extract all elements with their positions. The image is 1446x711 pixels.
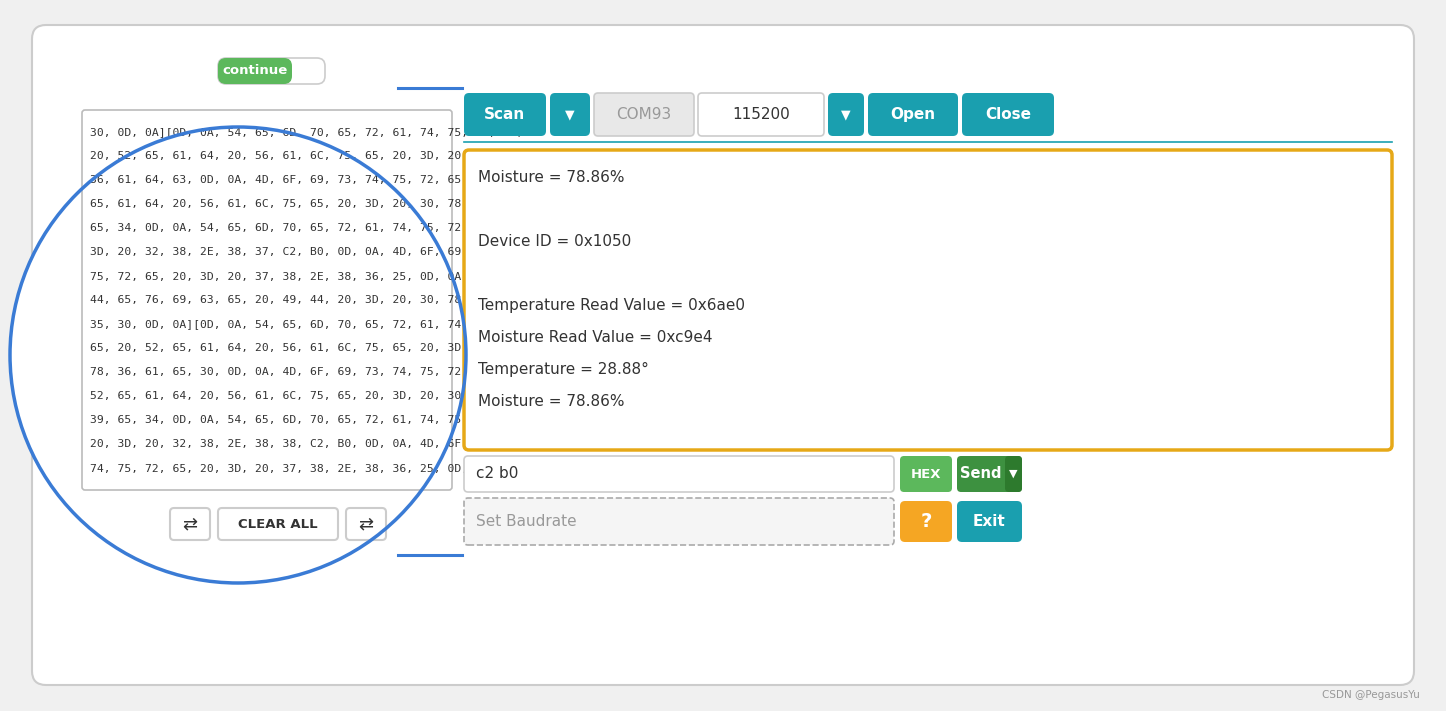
Text: 65, 20, 52, 65, 61, 64, 20, 56, 61, 6C, 75, 65, 20, 3D, 20, 30,: 65, 20, 52, 65, 61, 64, 20, 56, 61, 6C, …	[90, 343, 523, 353]
Text: 35, 30, 0D, 0A][0D, 0A, 54, 65, 6D, 70, 65, 72, 61, 74, 75, 72,: 35, 30, 0D, 0A][0D, 0A, 54, 65, 6D, 70, …	[90, 319, 523, 329]
Text: 65, 34, 0D, 0A, 54, 65, 6D, 70, 65, 72, 61, 74, 75, 72, 65, 20,: 65, 34, 0D, 0A, 54, 65, 6D, 70, 65, 72, …	[90, 223, 523, 233]
Text: 74, 75, 72, 65, 20, 3D, 20, 37, 38, 2E, 38, 36, 25, 0D, 0A]: 74, 75, 72, 65, 20, 3D, 20, 37, 38, 2E, …	[90, 463, 496, 473]
FancyBboxPatch shape	[868, 93, 959, 136]
FancyBboxPatch shape	[464, 498, 894, 545]
Text: CLEAR ALL: CLEAR ALL	[239, 518, 318, 530]
Text: COM93: COM93	[616, 107, 671, 122]
FancyBboxPatch shape	[218, 58, 292, 84]
Text: 115200: 115200	[732, 107, 790, 122]
Text: 39, 65, 34, 0D, 0A, 54, 65, 6D, 70, 65, 72, 61, 74, 75, 72, 65,: 39, 65, 34, 0D, 0A, 54, 65, 6D, 70, 65, …	[90, 415, 523, 425]
FancyBboxPatch shape	[171, 508, 210, 540]
Text: Open: Open	[891, 107, 936, 122]
FancyBboxPatch shape	[464, 93, 547, 136]
Text: ?: ?	[920, 512, 931, 531]
Text: Moisture = 78.86%: Moisture = 78.86%	[479, 170, 625, 185]
Text: Temperature = 28.88°: Temperature = 28.88°	[479, 362, 649, 377]
Text: Send: Send	[960, 466, 1002, 481]
Text: Temperature Read Value = 0x6ae0: Temperature Read Value = 0x6ae0	[479, 298, 745, 313]
FancyBboxPatch shape	[218, 58, 325, 84]
Text: 78, 36, 61, 65, 30, 0D, 0A, 4D, 6F, 69, 73, 74, 75, 72, 65, 20,: 78, 36, 61, 65, 30, 0D, 0A, 4D, 6F, 69, …	[90, 367, 523, 377]
Text: 20, 52, 65, 61, 64, 20, 56, 61, 6C, 75, 65, 20, 3D, 20, 30, 78,: 20, 52, 65, 61, 64, 20, 56, 61, 6C, 75, …	[90, 151, 523, 161]
Text: Scan: Scan	[484, 107, 526, 122]
Text: Device ID = 0x1050: Device ID = 0x1050	[479, 234, 632, 249]
FancyBboxPatch shape	[899, 456, 951, 492]
Text: ▼: ▼	[565, 108, 576, 121]
Text: 30, 0D, 0A][0D, 0A, 54, 65, 6D, 70, 65, 72, 61, 74, 75, 72, 65,: 30, 0D, 0A][0D, 0A, 54, 65, 6D, 70, 65, …	[90, 127, 523, 137]
Text: c2 b0: c2 b0	[476, 466, 518, 481]
Text: ⇄: ⇄	[182, 515, 198, 533]
Text: 75, 72, 65, 20, 3D, 20, 37, 38, 2E, 38, 36, 25, 0D, 0A][0D, 0A,: 75, 72, 65, 20, 3D, 20, 37, 38, 2E, 38, …	[90, 271, 523, 281]
Text: continue: continue	[223, 65, 288, 77]
FancyBboxPatch shape	[464, 150, 1392, 450]
Circle shape	[10, 127, 466, 583]
FancyBboxPatch shape	[957, 501, 1022, 542]
FancyBboxPatch shape	[346, 508, 386, 540]
Text: 20, 3D, 20, 32, 38, 2E, 38, 38, C2, B0, 0D, 0A, 4D, 6F, 69, 73,: 20, 3D, 20, 32, 38, 2E, 38, 38, C2, B0, …	[90, 439, 523, 449]
FancyBboxPatch shape	[1005, 456, 1022, 492]
Text: 3D, 20, 32, 38, 2E, 38, 37, C2, B0, 0D, 0A, 4D, 6F, 69, 73, 74,: 3D, 20, 32, 38, 2E, 38, 37, C2, B0, 0D, …	[90, 247, 523, 257]
FancyBboxPatch shape	[549, 93, 590, 136]
Text: 44, 65, 76, 69, 63, 65, 20, 49, 44, 20, 3D, 20, 30, 78, 31, 30,: 44, 65, 76, 69, 63, 65, 20, 49, 44, 20, …	[90, 295, 523, 305]
FancyBboxPatch shape	[82, 110, 453, 490]
FancyBboxPatch shape	[829, 93, 865, 136]
Text: Moisture Read Value = 0xc9e4: Moisture Read Value = 0xc9e4	[479, 330, 713, 345]
FancyBboxPatch shape	[594, 93, 694, 136]
Text: Close: Close	[985, 107, 1031, 122]
Text: Set Baudrate: Set Baudrate	[476, 514, 577, 529]
Text: 52, 65, 61, 64, 20, 56, 61, 6C, 75, 65, 20, 3D, 20, 30, 78, 63,: 52, 65, 61, 64, 20, 56, 61, 6C, 75, 65, …	[90, 391, 523, 401]
Text: 65, 61, 64, 20, 56, 61, 6C, 75, 65, 20, 3D, 20, 30, 78, 63, 39,: 65, 61, 64, 20, 56, 61, 6C, 75, 65, 20, …	[90, 199, 523, 209]
FancyBboxPatch shape	[698, 93, 824, 136]
Text: Moisture = 78.86%: Moisture = 78.86%	[479, 394, 625, 409]
FancyBboxPatch shape	[32, 25, 1414, 685]
Text: CSDN @PegasusYu: CSDN @PegasusYu	[1322, 690, 1420, 700]
FancyBboxPatch shape	[962, 93, 1054, 136]
FancyBboxPatch shape	[899, 501, 951, 542]
Text: HEX: HEX	[911, 468, 941, 481]
FancyBboxPatch shape	[957, 456, 1022, 492]
FancyBboxPatch shape	[464, 456, 894, 492]
Text: ⇄: ⇄	[359, 515, 373, 533]
FancyBboxPatch shape	[218, 508, 338, 540]
Text: Exit: Exit	[973, 514, 1006, 529]
Text: 36, 61, 64, 63, 0D, 0A, 4D, 6F, 69, 73, 74, 75, 72, 65, 20, 52,: 36, 61, 64, 63, 0D, 0A, 4D, 6F, 69, 73, …	[90, 175, 523, 185]
Text: ▼: ▼	[842, 108, 850, 121]
Text: ▼: ▼	[1009, 469, 1018, 479]
